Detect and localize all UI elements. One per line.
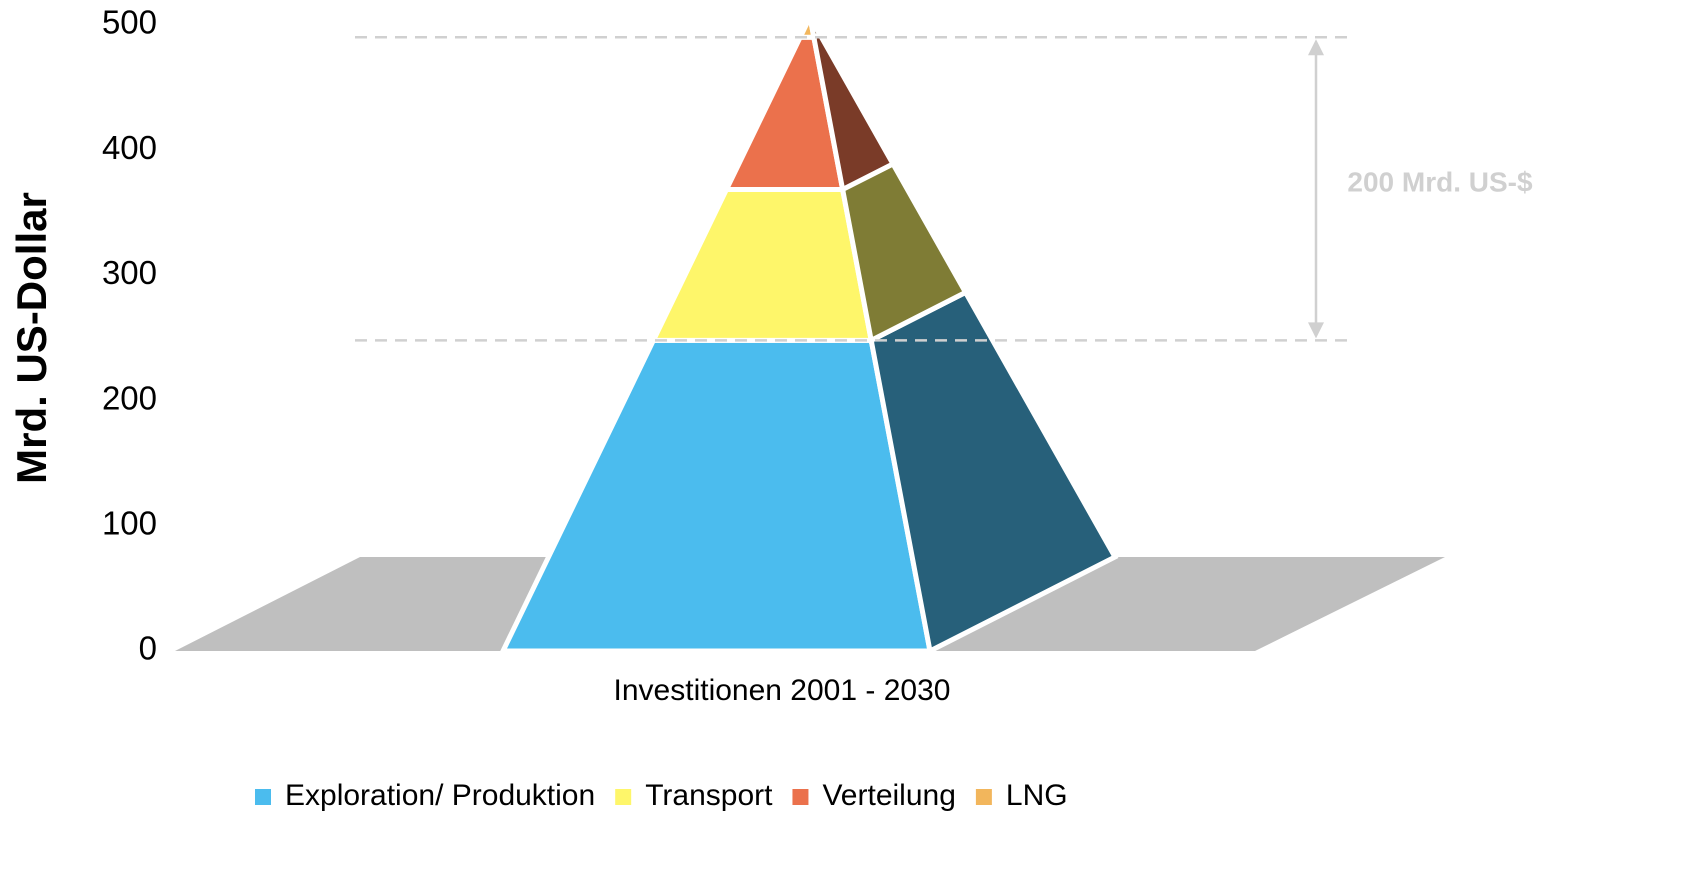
y-tick-label: 200 xyxy=(102,379,157,416)
legend-swatch xyxy=(975,789,992,805)
annotation: 200 Mrd. US-$ xyxy=(1347,166,1533,197)
legend-swatch xyxy=(792,789,809,805)
legend-label: Transport xyxy=(645,779,773,812)
y-tick-label: 500 xyxy=(102,4,157,41)
x-tick-label: Investitionen 2001 - 2030 xyxy=(614,674,951,707)
pyramid-segment xyxy=(649,186,875,343)
y-tick-label: 0 xyxy=(139,630,157,667)
legend-label: Verteilung xyxy=(822,779,955,812)
y-tick-label: 400 xyxy=(102,129,157,166)
arrow-head xyxy=(1308,39,1324,56)
legend-label: Exploration/ Produktion xyxy=(285,779,595,812)
y-tick-label: 300 xyxy=(102,254,157,291)
legend-swatch xyxy=(255,789,271,805)
y-tick-label: 100 xyxy=(102,505,157,542)
pyramid-segment xyxy=(499,337,934,654)
legend-label: LNG xyxy=(1006,779,1068,812)
arrow-head xyxy=(1308,322,1324,339)
y-axis-title: Mrd. US-Dollar xyxy=(8,192,55,484)
pyramid-side xyxy=(807,15,824,42)
legend-swatch xyxy=(615,789,632,805)
